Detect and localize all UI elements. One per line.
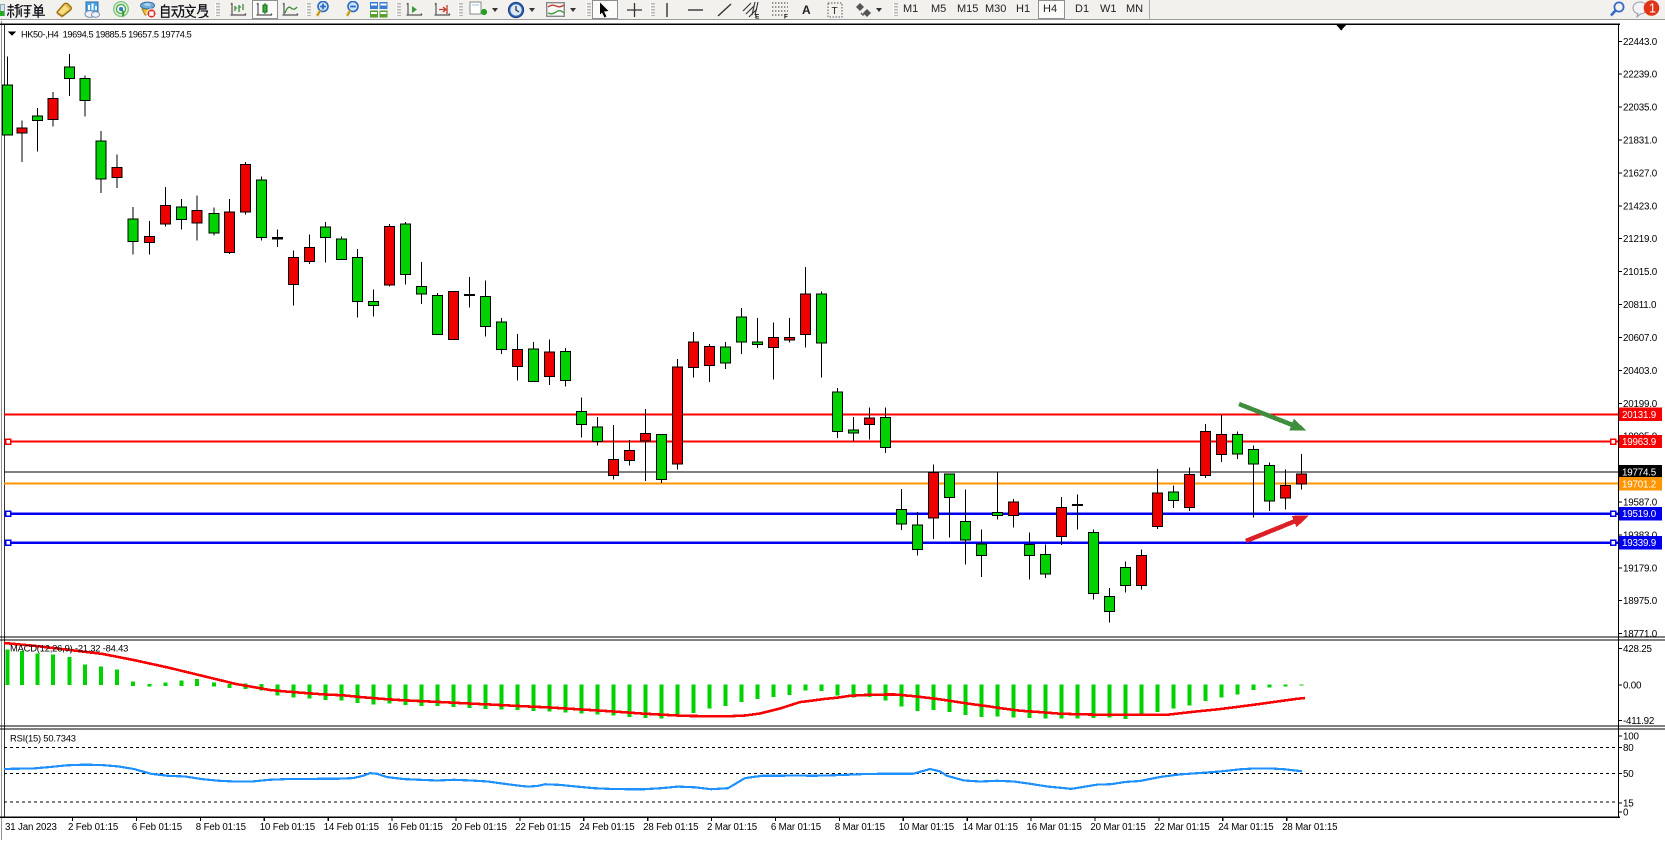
svg-text:18771.0: 18771.0 [1623,629,1658,640]
svg-text:1: 1 [1649,2,1656,16]
svg-text:20607.0: 20607.0 [1623,333,1658,344]
svg-text:19339.9: 19339.9 [1622,538,1656,549]
svg-text:22 Mar 01:15: 22 Mar 01:15 [1154,822,1209,833]
svg-text:22239.0: 22239.0 [1623,70,1658,81]
svg-text:21219.0: 21219.0 [1623,234,1658,245]
svg-text:RSI(15) 50.7343: RSI(15) 50.7343 [10,733,76,744]
svg-text:18975.0: 18975.0 [1623,596,1658,607]
svg-text:21627.0: 21627.0 [1623,168,1658,179]
svg-text:100: 100 [1623,731,1639,742]
svg-text:15: 15 [1623,798,1634,809]
svg-text:20 Feb 01:15: 20 Feb 01:15 [451,822,506,833]
svg-text:19963.9: 19963.9 [1622,437,1656,448]
svg-text:MACD(12,26,9) -21.32 -84.43: MACD(12,26,9) -21.32 -84.43 [10,643,128,654]
svg-text:22 Feb 01:15: 22 Feb 01:15 [515,822,570,833]
svg-text:20811.0: 20811.0 [1623,300,1657,311]
svg-text:T: T [832,6,838,17]
svg-text:6 Feb 01:15: 6 Feb 01:15 [132,822,182,833]
svg-text:28 Feb 01:15: 28 Feb 01:15 [643,822,698,833]
svg-text:HK50-,H4 19694.5 19885.5 1965: HK50-,H4 19694.5 19885.5 19657.5 19774.5 [21,30,192,40]
svg-text:16 Mar 01:15: 16 Mar 01:15 [1027,822,1082,833]
svg-text:-411.92: -411.92 [1623,716,1654,727]
svg-text:2 Feb 01:15: 2 Feb 01:15 [68,822,118,833]
svg-text:21831.0: 21831.0 [1623,136,1658,147]
svg-text:24 Mar 01:15: 24 Mar 01:15 [1218,822,1273,833]
svg-text:50: 50 [1623,769,1634,780]
svg-text:F: F [784,14,788,20]
svg-text:20403.0: 20403.0 [1623,366,1658,377]
svg-text:22443.0: 22443.0 [1623,37,1658,48]
svg-text:19519.0: 19519.0 [1622,509,1657,520]
svg-text:19587.0: 19587.0 [1623,498,1658,509]
svg-text:80: 80 [1623,743,1634,754]
svg-text:19774.5: 19774.5 [1622,467,1657,478]
svg-text:24 Feb 01:15: 24 Feb 01:15 [579,822,634,833]
svg-text:22035.0: 22035.0 [1623,103,1658,114]
svg-text:0.00: 0.00 [1623,681,1642,692]
svg-text:16 Feb 01:15: 16 Feb 01:15 [388,822,443,833]
svg-text:28 Mar 01:15: 28 Mar 01:15 [1282,822,1337,833]
svg-text:10 Mar 01:15: 10 Mar 01:15 [899,822,954,833]
svg-text:8 Mar 01:15: 8 Mar 01:15 [835,822,885,833]
svg-text:0: 0 [1623,807,1629,818]
svg-text:10 Feb 01:15: 10 Feb 01:15 [260,822,315,833]
svg-text:14 Mar 01:15: 14 Mar 01:15 [963,822,1018,833]
svg-text:20 Mar 01:15: 20 Mar 01:15 [1090,822,1145,833]
svg-text:8 Feb 01:15: 8 Feb 01:15 [196,822,246,833]
svg-text:20199.0: 20199.0 [1623,399,1658,410]
svg-text:19179.0: 19179.0 [1623,563,1658,574]
svg-text:19701.2: 19701.2 [1622,480,1656,491]
svg-text:6 Mar 01:15: 6 Mar 01:15 [771,822,821,833]
svg-text:E: E [755,14,760,20]
svg-text:428.25: 428.25 [1623,644,1653,655]
svg-text:31 Jan 2023: 31 Jan 2023 [5,822,57,833]
svg-text:20131.9: 20131.9 [1622,410,1656,421]
svg-text:21015.0: 21015.0 [1623,267,1658,278]
svg-text:14 Feb 01:15: 14 Feb 01:15 [324,822,379,833]
svg-text:21423.0: 21423.0 [1623,201,1658,212]
svg-text:2 Mar 01:15: 2 Mar 01:15 [707,822,757,833]
